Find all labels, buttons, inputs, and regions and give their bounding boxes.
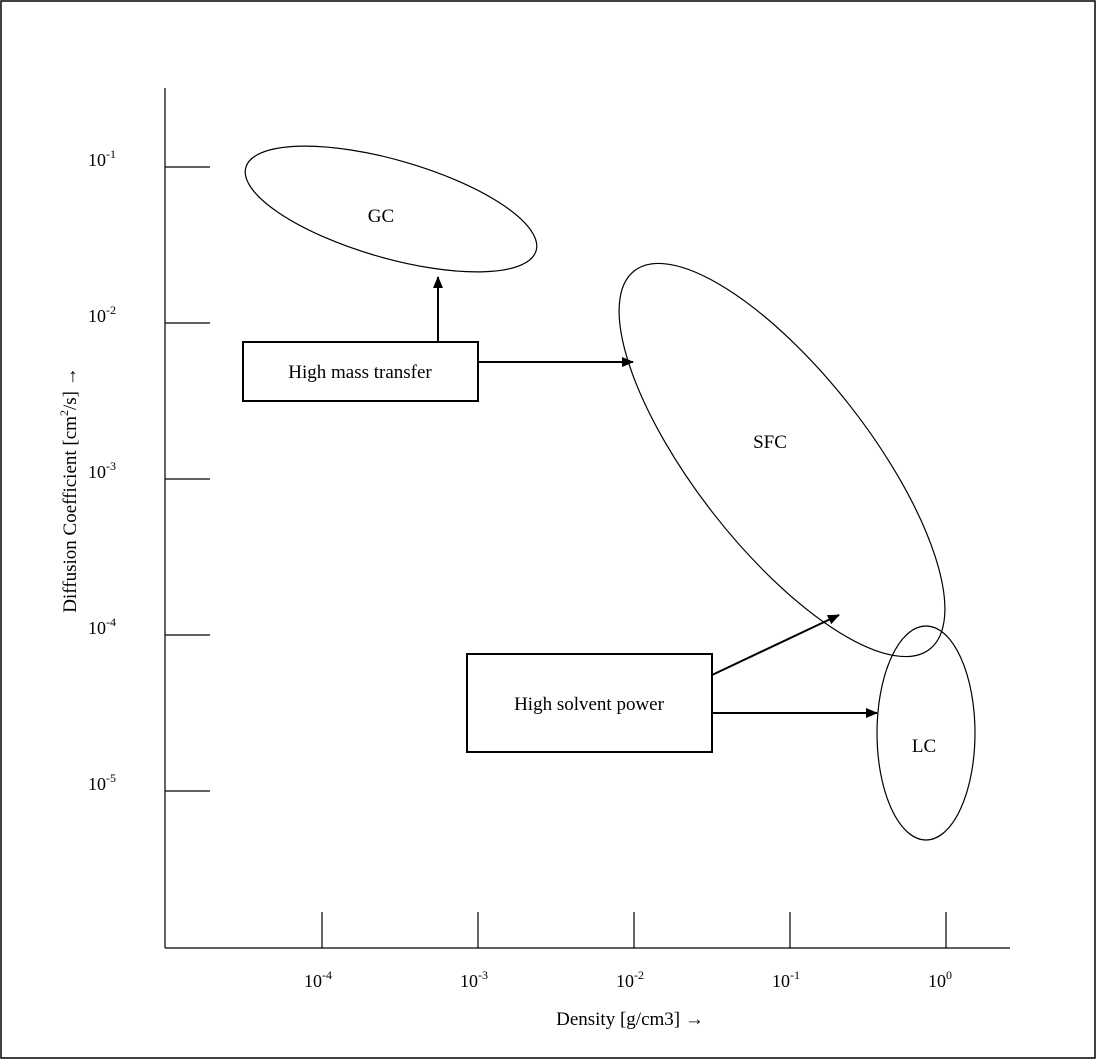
mass-transfer-box	[242, 341, 479, 402]
mass-transfer-label: High mass transfer	[288, 362, 432, 383]
y-tick-label: 10-1	[88, 147, 116, 170]
gc-label: GC	[368, 206, 394, 227]
solvent-power-box	[466, 653, 713, 753]
y-tick-label: 10-4	[88, 615, 116, 638]
y-tick-label: 10-3	[88, 459, 116, 482]
solvent-power-arrow-sfc	[711, 614, 840, 676]
lc-region	[876, 625, 976, 841]
x-tick-label: 100	[928, 968, 952, 991]
x-tick-label: 10-3	[460, 968, 488, 991]
lc-label: LC	[912, 736, 936, 757]
solvent-power-label: High solvent power	[514, 694, 665, 715]
y-tick-label: 10-2	[88, 303, 116, 326]
sfc-region	[618, 262, 946, 658]
gc-region	[244, 145, 538, 273]
x-ticks: 10-4 10-3 10-2 10-1 100	[304, 912, 952, 991]
sfc-label: SFC	[753, 432, 787, 453]
x-axis-label: Density [g/cm3] →	[556, 1009, 704, 1030]
x-tick-label: 10-1	[772, 968, 800, 991]
y-tick-label: 10-5	[88, 771, 116, 794]
x-tick-label: 10-4	[304, 968, 332, 991]
y-axis-label: Diffusion Coefficient [cm2/s] →	[57, 367, 81, 612]
y-axis-label-rest: /s] →	[60, 367, 81, 410]
x-tick-label: 10-2	[616, 968, 644, 991]
y-ticks: 10-1 10-2 10-3 10-4 10-5	[88, 147, 210, 794]
y-axis-label-sup: 2	[57, 410, 71, 416]
y-axis-label-main: Diffusion Coefficient [cm	[60, 416, 81, 613]
